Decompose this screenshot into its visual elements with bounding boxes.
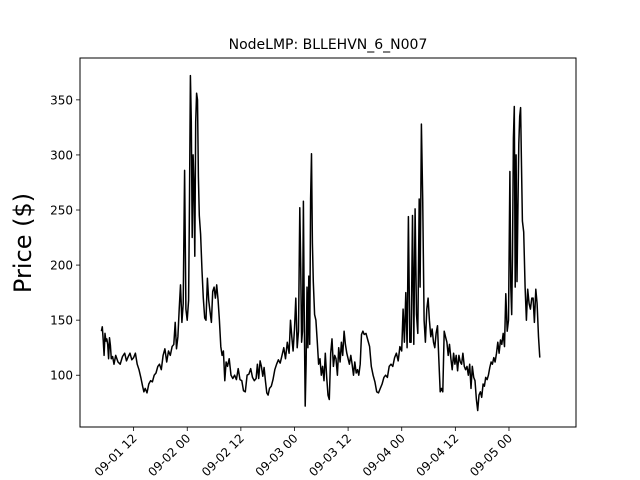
y-tick-label: 100: [50, 369, 73, 383]
y-tick-label: 350: [50, 93, 73, 107]
y-tick-label: 300: [50, 148, 73, 162]
y-tick-label: 250: [50, 204, 73, 218]
chart-title: NodeLMP: BLLEHVN_6_N007: [229, 37, 428, 53]
price-series-line: [100, 74, 541, 412]
y-tick-label: 200: [50, 259, 73, 273]
y-axis-label: Price ($): [9, 193, 37, 293]
y-tick-label: 150: [50, 314, 73, 328]
series-layer: [100, 74, 541, 412]
plot-frame: [79, 57, 577, 428]
y-axis-ticks: 100 150 200 250 300 350: [50, 93, 80, 383]
